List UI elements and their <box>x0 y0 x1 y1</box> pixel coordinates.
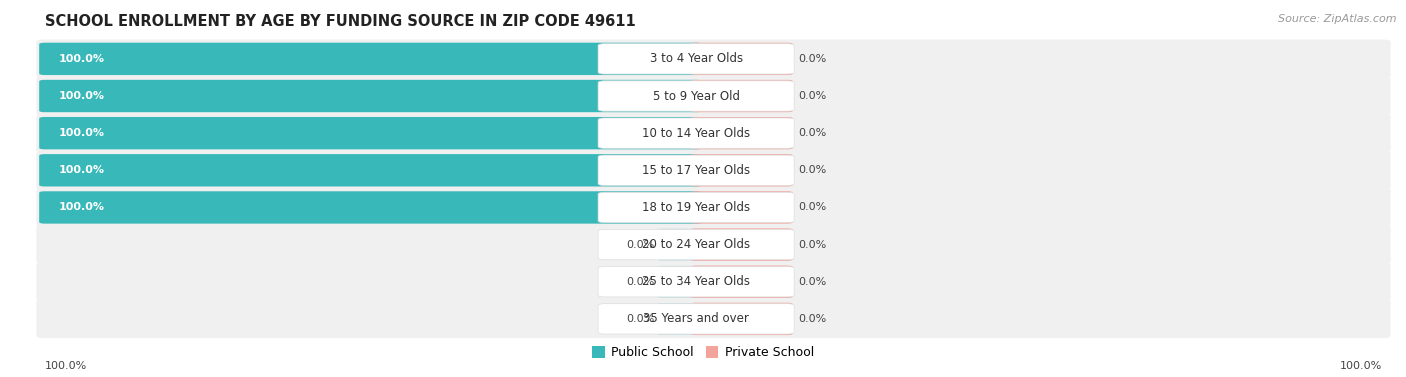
FancyBboxPatch shape <box>39 43 702 75</box>
FancyBboxPatch shape <box>657 266 700 297</box>
FancyBboxPatch shape <box>598 304 794 334</box>
Text: 100.0%: 100.0% <box>59 54 105 64</box>
FancyBboxPatch shape <box>690 191 793 224</box>
FancyBboxPatch shape <box>657 229 700 261</box>
Text: 0.0%: 0.0% <box>799 202 827 213</box>
FancyBboxPatch shape <box>598 267 794 297</box>
FancyBboxPatch shape <box>690 43 793 75</box>
FancyBboxPatch shape <box>37 262 1391 301</box>
FancyBboxPatch shape <box>690 265 793 298</box>
FancyBboxPatch shape <box>690 303 793 335</box>
FancyBboxPatch shape <box>39 80 702 112</box>
Text: 0.0%: 0.0% <box>799 277 827 287</box>
Text: 0.0%: 0.0% <box>799 240 827 250</box>
FancyBboxPatch shape <box>39 154 702 187</box>
FancyBboxPatch shape <box>37 77 1391 115</box>
Text: 0.0%: 0.0% <box>626 240 654 250</box>
Text: 3 to 4 Year Olds: 3 to 4 Year Olds <box>650 52 742 65</box>
Text: 35 Years and over: 35 Years and over <box>643 313 749 325</box>
Text: 0.0%: 0.0% <box>626 314 654 324</box>
Text: 100.0%: 100.0% <box>59 91 105 101</box>
Text: 100.0%: 100.0% <box>1340 360 1382 371</box>
Text: Source: ZipAtlas.com: Source: ZipAtlas.com <box>1278 14 1396 24</box>
FancyBboxPatch shape <box>598 118 794 148</box>
Text: 15 to 17 Year Olds: 15 to 17 Year Olds <box>643 164 751 177</box>
FancyBboxPatch shape <box>39 117 702 149</box>
FancyBboxPatch shape <box>598 192 794 223</box>
Text: 5 to 9 Year Old: 5 to 9 Year Old <box>652 89 740 103</box>
Text: 18 to 19 Year Olds: 18 to 19 Year Olds <box>643 201 751 214</box>
FancyBboxPatch shape <box>598 229 794 260</box>
Text: 20 to 24 Year Olds: 20 to 24 Year Olds <box>643 238 751 251</box>
Text: 100.0%: 100.0% <box>59 128 105 138</box>
FancyBboxPatch shape <box>657 303 700 335</box>
Text: 10 to 14 Year Olds: 10 to 14 Year Olds <box>643 127 751 139</box>
FancyBboxPatch shape <box>37 151 1391 190</box>
FancyBboxPatch shape <box>598 155 794 185</box>
FancyBboxPatch shape <box>690 154 793 187</box>
FancyBboxPatch shape <box>690 80 793 112</box>
Text: 0.0%: 0.0% <box>799 314 827 324</box>
FancyBboxPatch shape <box>37 188 1391 227</box>
Text: 100.0%: 100.0% <box>59 165 105 175</box>
FancyBboxPatch shape <box>690 117 793 149</box>
FancyBboxPatch shape <box>39 191 702 224</box>
FancyBboxPatch shape <box>690 228 793 261</box>
Text: 0.0%: 0.0% <box>799 165 827 175</box>
FancyBboxPatch shape <box>598 44 794 74</box>
FancyBboxPatch shape <box>37 300 1391 338</box>
Text: 25 to 34 Year Olds: 25 to 34 Year Olds <box>643 275 751 288</box>
Text: 0.0%: 0.0% <box>799 54 827 64</box>
Text: SCHOOL ENROLLMENT BY AGE BY FUNDING SOURCE IN ZIP CODE 49611: SCHOOL ENROLLMENT BY AGE BY FUNDING SOUR… <box>45 14 636 29</box>
Text: 0.0%: 0.0% <box>799 91 827 101</box>
FancyBboxPatch shape <box>37 114 1391 152</box>
Text: 100.0%: 100.0% <box>45 360 87 371</box>
Legend: Public School, Private School: Public School, Private School <box>588 341 818 364</box>
FancyBboxPatch shape <box>598 81 794 111</box>
FancyBboxPatch shape <box>37 40 1391 78</box>
Text: 0.0%: 0.0% <box>799 128 827 138</box>
Text: 100.0%: 100.0% <box>59 202 105 213</box>
FancyBboxPatch shape <box>37 225 1391 264</box>
Text: 0.0%: 0.0% <box>626 277 654 287</box>
